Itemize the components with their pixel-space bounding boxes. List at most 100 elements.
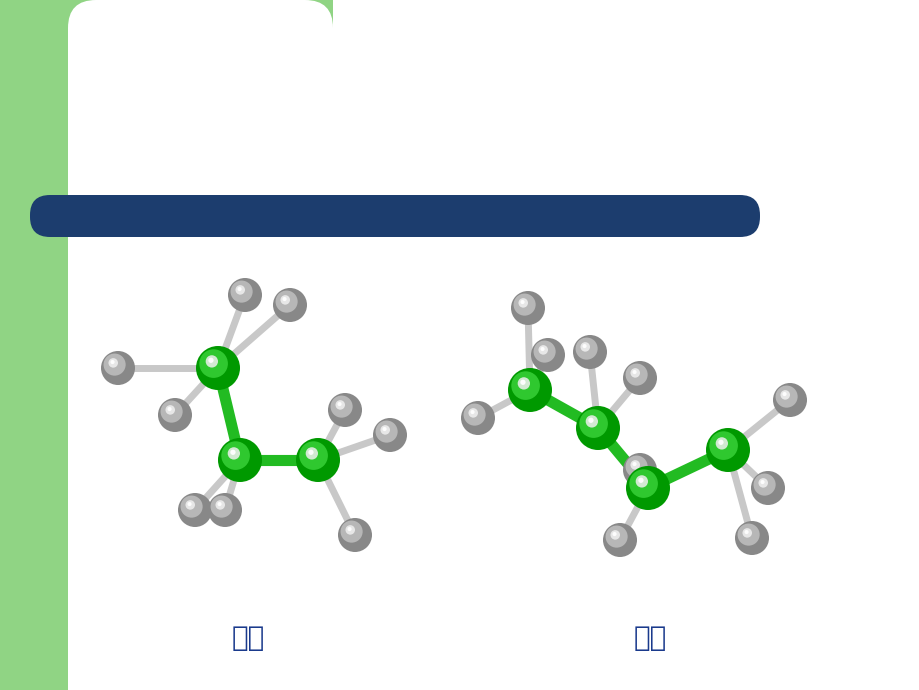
Circle shape xyxy=(308,450,313,455)
Circle shape xyxy=(305,447,318,460)
Circle shape xyxy=(518,298,528,308)
Circle shape xyxy=(585,415,597,428)
Circle shape xyxy=(328,393,361,427)
Circle shape xyxy=(579,409,607,438)
Circle shape xyxy=(208,357,213,363)
Circle shape xyxy=(511,371,539,400)
Bar xyxy=(333,0,919,110)
Circle shape xyxy=(180,495,202,518)
Circle shape xyxy=(463,404,485,426)
Circle shape xyxy=(513,293,535,315)
Circle shape xyxy=(580,342,589,352)
Circle shape xyxy=(296,438,340,482)
Circle shape xyxy=(582,344,586,348)
Circle shape xyxy=(372,418,406,452)
Circle shape xyxy=(186,500,195,510)
Circle shape xyxy=(187,502,191,506)
Circle shape xyxy=(757,478,767,488)
Circle shape xyxy=(602,523,636,557)
Circle shape xyxy=(635,475,647,488)
Circle shape xyxy=(282,297,287,301)
Circle shape xyxy=(217,502,221,506)
Circle shape xyxy=(206,355,218,368)
Circle shape xyxy=(460,401,494,435)
FancyBboxPatch shape xyxy=(30,195,759,237)
Circle shape xyxy=(638,477,643,483)
Circle shape xyxy=(215,500,225,510)
Circle shape xyxy=(337,402,341,406)
Circle shape xyxy=(299,442,327,470)
Circle shape xyxy=(632,462,636,466)
Circle shape xyxy=(167,407,172,411)
Text: 丁烷: 丁烷 xyxy=(632,624,666,652)
Circle shape xyxy=(573,335,607,369)
Circle shape xyxy=(375,420,397,443)
Circle shape xyxy=(625,364,647,386)
Circle shape xyxy=(779,390,789,400)
Circle shape xyxy=(208,493,242,527)
Circle shape xyxy=(235,285,244,295)
Circle shape xyxy=(101,351,135,385)
Circle shape xyxy=(520,380,525,385)
Circle shape xyxy=(165,405,175,415)
Circle shape xyxy=(575,337,597,359)
Circle shape xyxy=(337,518,371,552)
Circle shape xyxy=(231,281,253,303)
Circle shape xyxy=(110,360,115,364)
Circle shape xyxy=(280,295,289,305)
Circle shape xyxy=(612,532,616,536)
Circle shape xyxy=(734,521,768,555)
Circle shape xyxy=(517,377,529,390)
Circle shape xyxy=(632,370,636,374)
Circle shape xyxy=(218,438,262,482)
Circle shape xyxy=(520,300,524,304)
Circle shape xyxy=(158,398,192,432)
Circle shape xyxy=(196,346,240,390)
FancyBboxPatch shape xyxy=(68,0,333,200)
Circle shape xyxy=(330,395,352,417)
Circle shape xyxy=(760,480,764,484)
Circle shape xyxy=(782,392,786,396)
Circle shape xyxy=(742,528,751,538)
Circle shape xyxy=(625,466,669,510)
Circle shape xyxy=(276,290,298,313)
Circle shape xyxy=(709,431,737,460)
Circle shape xyxy=(273,288,307,322)
Circle shape xyxy=(227,447,240,460)
Circle shape xyxy=(380,425,390,435)
Circle shape xyxy=(104,353,126,375)
Circle shape xyxy=(750,471,784,505)
Circle shape xyxy=(507,368,551,412)
Circle shape xyxy=(587,417,593,423)
Bar xyxy=(68,110,919,690)
Bar xyxy=(0,0,333,110)
Circle shape xyxy=(737,524,759,546)
Circle shape xyxy=(743,530,748,534)
Circle shape xyxy=(346,525,355,535)
Circle shape xyxy=(772,383,806,417)
Circle shape xyxy=(630,368,640,377)
Circle shape xyxy=(622,453,656,487)
Circle shape xyxy=(775,386,797,408)
Circle shape xyxy=(630,460,640,470)
Circle shape xyxy=(538,345,548,355)
Circle shape xyxy=(210,495,233,518)
Circle shape xyxy=(622,361,656,395)
Circle shape xyxy=(382,427,386,431)
Circle shape xyxy=(237,287,242,291)
Circle shape xyxy=(340,520,362,542)
Circle shape xyxy=(540,347,544,351)
Circle shape xyxy=(335,400,345,410)
Circle shape xyxy=(108,358,118,368)
Circle shape xyxy=(230,450,235,455)
Circle shape xyxy=(161,401,183,423)
Circle shape xyxy=(533,341,555,363)
Circle shape xyxy=(705,428,749,472)
Circle shape xyxy=(468,408,478,417)
Text: 丙烷: 丙烷 xyxy=(231,624,265,652)
Circle shape xyxy=(629,469,657,498)
Circle shape xyxy=(228,278,262,312)
Circle shape xyxy=(221,442,250,470)
Circle shape xyxy=(605,526,627,548)
Circle shape xyxy=(510,291,544,325)
